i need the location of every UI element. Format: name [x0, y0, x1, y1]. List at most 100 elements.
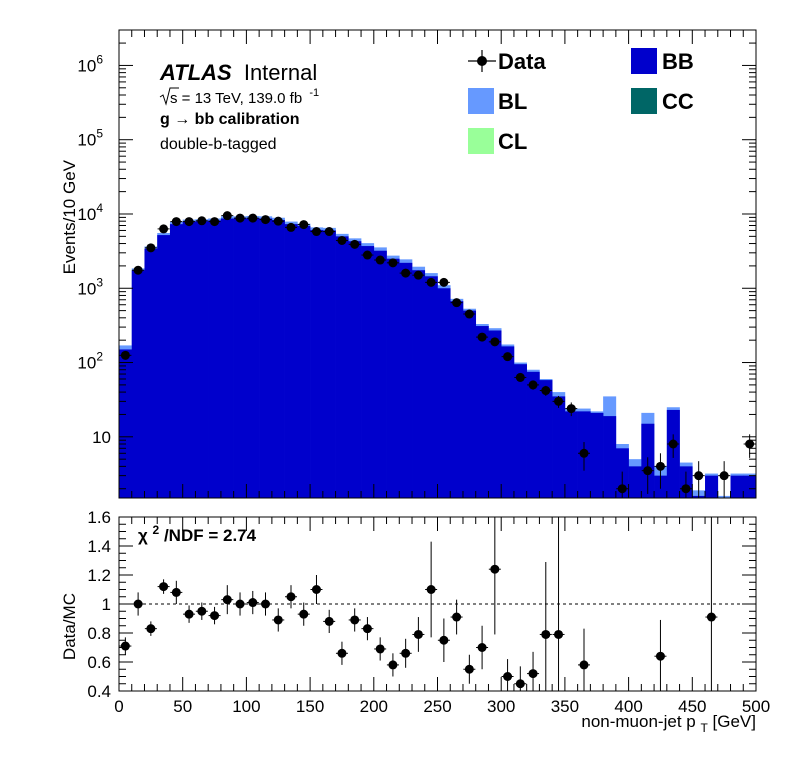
bar-bb — [144, 248, 158, 498]
ratio-point — [210, 611, 220, 621]
data-point — [668, 439, 678, 449]
ratio-ytick-label: 1.2 — [87, 566, 111, 585]
data-point — [503, 352, 513, 362]
bar-bb — [564, 411, 578, 498]
xtick-label: 200 — [360, 697, 388, 716]
ratio-point — [375, 644, 385, 654]
legend-bl: BL — [468, 88, 527, 114]
data-point — [477, 332, 487, 342]
bar-bb — [297, 225, 311, 498]
bar-bb — [119, 349, 133, 498]
bar-bb — [131, 270, 145, 498]
data-point — [311, 227, 321, 237]
main-ylabel: Events/10 GeV — [60, 159, 79, 274]
xtick-label: 150 — [296, 697, 324, 716]
chi-value: /NDF = 2.74 — [164, 526, 257, 545]
data-point — [617, 484, 627, 494]
tagging-label: double-b-tagged — [160, 136, 277, 153]
ratio-ytick-label: 0.8 — [87, 624, 111, 643]
ytick-base: 10 — [77, 205, 96, 224]
ratio-point — [261, 599, 271, 609]
bar-bb — [220, 218, 234, 499]
bar-bb — [526, 371, 540, 498]
legend: Data BB BL CC CL — [468, 48, 694, 154]
legend-bb-swatch — [631, 48, 657, 74]
bar-bb — [386, 258, 400, 498]
xlabel-unit: [GeV] — [713, 712, 756, 731]
data-point — [159, 224, 169, 234]
ratio-point — [171, 587, 181, 597]
ratio-point — [362, 624, 372, 634]
xlabel-main: non-muon-jet p — [581, 712, 695, 731]
bar-bb — [539, 380, 553, 498]
bar-bb — [195, 221, 209, 498]
bar-bb — [488, 330, 502, 498]
data-point — [146, 243, 156, 253]
ratio-ytick-label: 1.4 — [87, 537, 111, 556]
bar-bb — [259, 218, 273, 499]
ratio-ylabel: Data/MC — [60, 593, 79, 660]
data-point — [413, 270, 423, 280]
xtick-label: 400 — [614, 697, 642, 716]
ratio-point — [159, 582, 169, 592]
xtick-label: 50 — [173, 697, 192, 716]
ratio-point — [706, 612, 716, 622]
xtick-label: 250 — [423, 697, 451, 716]
data-point — [286, 222, 296, 232]
bar-bb — [157, 235, 171, 498]
ratio-point — [133, 599, 143, 609]
ratio-point — [197, 606, 207, 616]
atlas-label: ATLAS — [159, 60, 232, 85]
xtick-label: 500 — [742, 697, 770, 716]
ratio-point — [477, 643, 487, 652]
bar-bb — [284, 224, 298, 498]
data-point — [248, 213, 258, 223]
bar-bb — [412, 270, 426, 498]
ratio-point — [388, 660, 398, 670]
ratio-point — [515, 679, 525, 689]
legend-data: Data — [468, 49, 546, 74]
bar-bb — [361, 246, 375, 498]
data-point — [273, 216, 283, 226]
main-ytick-label: 103 — [77, 275, 103, 298]
ratio-ytick-label: 0.4 — [87, 682, 111, 701]
ratio-point — [464, 664, 474, 674]
data-point — [452, 298, 462, 308]
ytick-exponent: 6 — [96, 52, 103, 66]
atlas-label-block: ATLAS Internal s = 13 TeV, 139.0 fb -1 g… — [159, 60, 319, 153]
ratio-point — [541, 629, 551, 639]
svg-text:ATLAS Internal: ATLAS Internal — [159, 60, 317, 85]
ratio-xaxis-ticks: 0 50 100 150 200 250 300 350 400 450 500 — [114, 517, 770, 716]
sqrt-symbol — [159, 87, 179, 106]
data-point — [235, 213, 245, 223]
data-point — [719, 471, 729, 481]
chi-symbol: χ — [138, 526, 148, 545]
bar-bb — [169, 224, 183, 498]
data-point — [261, 215, 271, 225]
ratio-point — [528, 669, 538, 679]
ratio-point — [299, 609, 309, 619]
bar-bb — [373, 250, 387, 498]
data-point — [222, 211, 232, 221]
ratio-ytick-label: 1 — [102, 595, 111, 614]
ratio-point — [579, 660, 589, 670]
ratio-point — [490, 564, 500, 574]
ratio-point — [324, 616, 334, 626]
main-ytick-label: 102 — [77, 350, 103, 373]
ratio-yaxis-ticks: 0.4 0.6 0.8 1 1.2 1.4 1.6 — [87, 508, 756, 701]
data-point — [464, 309, 474, 319]
ratio-data-points — [119, 517, 718, 691]
legend-cc-label: CC — [662, 89, 694, 114]
xtick-label: 100 — [232, 697, 260, 716]
data-point — [388, 258, 398, 268]
ratio-point — [413, 629, 423, 639]
data-point — [337, 235, 347, 245]
data-point — [362, 250, 372, 260]
data-point — [350, 239, 360, 249]
legend-data-label: Data — [498, 49, 546, 74]
data-point — [490, 337, 500, 347]
main-ytick-label: 10 — [92, 428, 111, 447]
xtick-label: 450 — [678, 697, 706, 716]
data-point — [579, 448, 589, 458]
legend-cl: CL — [468, 128, 527, 154]
